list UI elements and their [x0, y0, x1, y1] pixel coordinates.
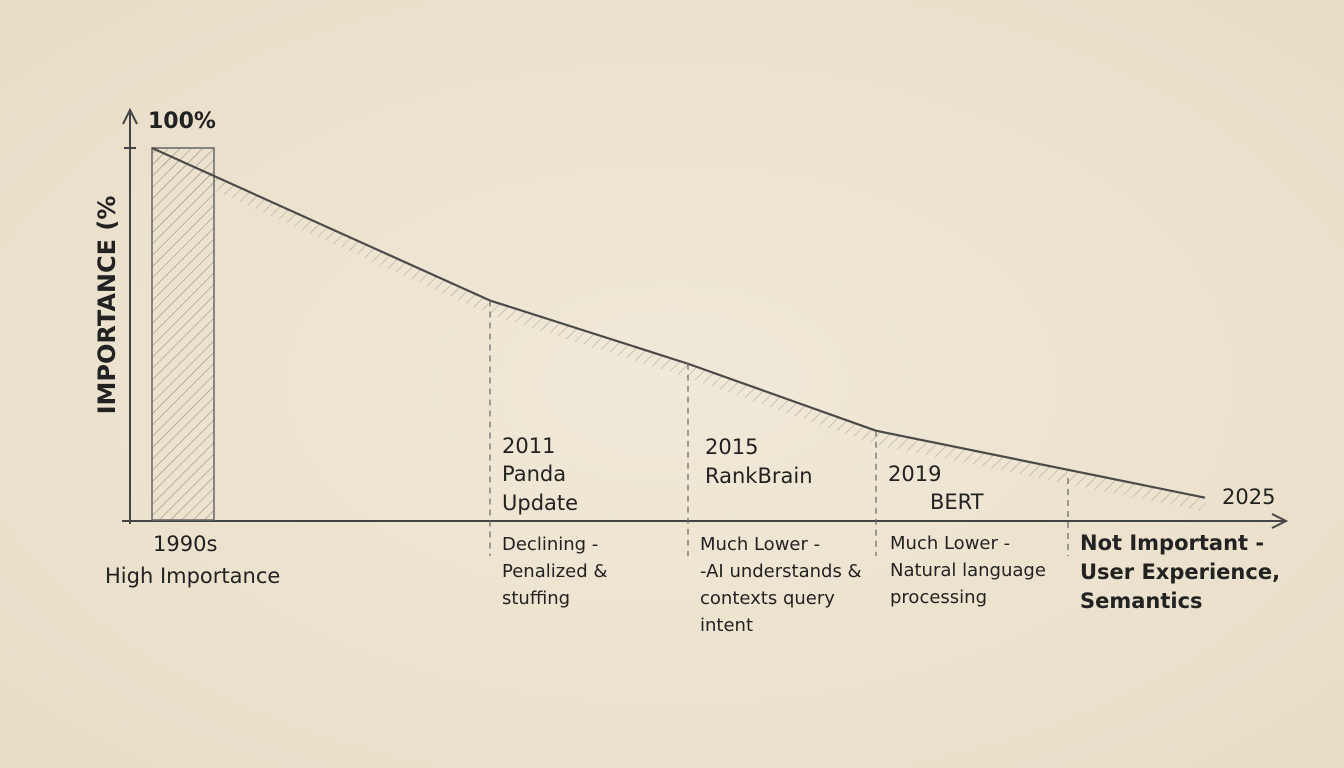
milestone-note: Semantics [1080, 589, 1203, 613]
milestone-note: Much Lower - [700, 534, 820, 555]
milestone-note: User Experience, [1080, 560, 1280, 584]
milestone-note: contexts query [700, 588, 835, 609]
milestone-note: -AI understands & [700, 561, 862, 582]
milestone-event: Update [502, 491, 578, 515]
milestone-year: 2019 [888, 462, 941, 486]
milestone-note: Natural language [890, 560, 1046, 581]
y-tick-label: 100% [148, 109, 216, 134]
milestone-note: Not Important - [1080, 531, 1264, 555]
milestone-year: 2011 [502, 434, 555, 458]
milestone-event: RankBrain [705, 464, 813, 488]
milestone-note: stuffing [502, 588, 570, 609]
milestone-event: BERT [930, 490, 984, 514]
x-arrow [1271, 513, 1289, 529]
milestone-note: intent [700, 615, 753, 636]
era-column [151, 147, 215, 521]
milestone-note: Penalized & [502, 561, 607, 582]
milestone-year: 1990s [153, 532, 217, 556]
axes [122, 107, 1289, 529]
y-arrow [122, 107, 138, 125]
milestone-year: 2015 [705, 435, 758, 459]
milestone-event: High Importance [105, 564, 280, 588]
milestone-note: Much Lower - [890, 533, 1010, 554]
milestone-event: Panda [502, 462, 566, 486]
milestone-note: processing [890, 587, 987, 608]
milestone-note: Declining - [502, 534, 598, 555]
y-axis-label: IMPORTANCE (% [93, 196, 121, 415]
milestone-year: 2025 [1222, 485, 1275, 509]
